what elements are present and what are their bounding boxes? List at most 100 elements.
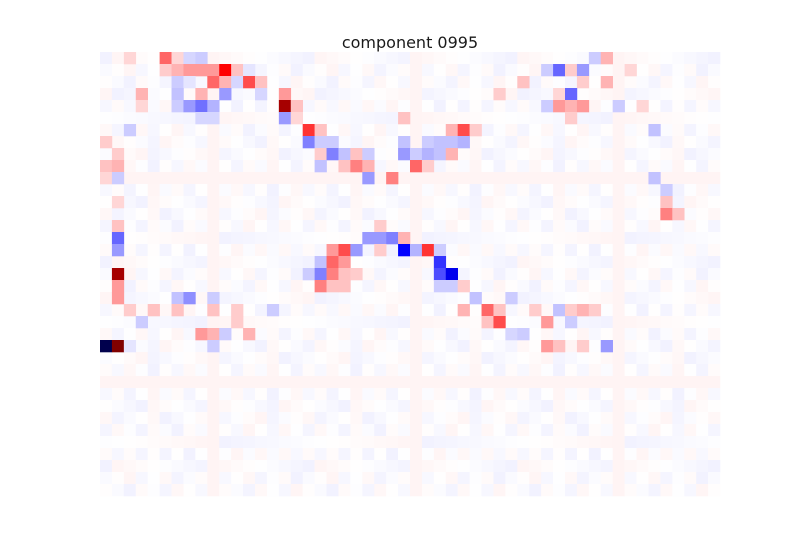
heatmap-cell	[159, 484, 172, 497]
heatmap-cell	[123, 472, 137, 485]
heatmap-cell	[517, 52, 530, 65]
heatmap-cell	[314, 304, 327, 317]
heatmap-cell	[684, 160, 697, 173]
heatmap-cell	[243, 412, 256, 425]
heatmap-cell	[421, 340, 435, 353]
heatmap-cell	[159, 88, 172, 101]
heatmap-cell	[123, 388, 137, 401]
heatmap-cell	[421, 136, 435, 149]
heatmap-cell	[302, 364, 315, 377]
heatmap-cell	[100, 160, 113, 173]
heatmap-cell	[421, 376, 435, 389]
heatmap-cell	[612, 124, 625, 137]
heatmap-cell	[457, 400, 470, 413]
heatmap-cell	[600, 424, 613, 437]
heatmap-cell	[231, 352, 244, 365]
heatmap-cell	[588, 424, 602, 437]
heatmap-cell	[588, 328, 602, 341]
heatmap-cell	[421, 244, 435, 257]
heatmap-cell	[493, 184, 506, 197]
heatmap-cell	[517, 124, 530, 137]
heatmap-cell	[660, 196, 673, 209]
heatmap-cell	[374, 160, 387, 173]
heatmap-cell	[696, 484, 709, 497]
heatmap-cell	[493, 244, 506, 257]
heatmap-cell	[362, 124, 375, 137]
heatmap-cell	[708, 64, 721, 77]
heatmap-cell	[600, 304, 613, 317]
heatmap-cell	[398, 208, 411, 221]
heatmap-cell	[421, 160, 435, 173]
heatmap-cell	[100, 244, 113, 257]
heatmap-cell	[100, 388, 113, 401]
heatmap-cell	[302, 292, 315, 305]
heatmap-cell	[243, 328, 256, 341]
heatmap-cell	[398, 292, 411, 305]
heatmap-cell	[266, 220, 280, 233]
heatmap-cell	[314, 124, 327, 137]
heatmap-cell	[123, 64, 137, 77]
heatmap-cell	[135, 424, 148, 437]
heatmap-cell	[183, 100, 196, 113]
heatmap-cell	[672, 364, 685, 377]
heatmap-cell	[576, 232, 590, 245]
heatmap-cell	[660, 160, 673, 173]
heatmap-cell	[529, 232, 542, 245]
heatmap-cell	[553, 292, 566, 305]
heatmap-cell	[231, 448, 244, 461]
heatmap-cell	[553, 316, 566, 329]
heatmap-cell	[469, 136, 482, 149]
heatmap-cell	[529, 436, 542, 449]
heatmap-cell	[421, 424, 435, 437]
heatmap-cell	[243, 460, 256, 473]
heatmap-cell	[338, 148, 351, 161]
heatmap-cell	[410, 88, 423, 101]
heatmap-cell	[314, 52, 327, 65]
heatmap-cell	[529, 124, 542, 137]
heatmap-cell	[207, 112, 220, 125]
heatmap-cell	[123, 184, 137, 197]
heatmap-cell	[588, 148, 602, 161]
heatmap-cell	[255, 244, 268, 257]
heatmap-cell	[147, 232, 160, 245]
heatmap-cell	[326, 88, 339, 101]
heatmap-cell	[660, 208, 673, 221]
heatmap-cell	[326, 412, 339, 425]
heatmap-cell	[350, 88, 363, 101]
heatmap-cell	[147, 88, 160, 101]
heatmap-cell	[600, 364, 613, 377]
heatmap-cell	[123, 316, 137, 329]
heatmap-cell	[660, 304, 673, 317]
heatmap-cell	[278, 244, 292, 257]
heatmap-cell	[445, 484, 458, 497]
heatmap-cell	[386, 76, 399, 89]
heatmap-cell	[278, 268, 292, 281]
heatmap-cell	[231, 376, 244, 389]
heatmap-cell	[696, 268, 709, 281]
heatmap-cell	[123, 172, 137, 185]
heatmap-cell	[672, 328, 685, 341]
heatmap-cell	[171, 280, 184, 293]
heatmap-cell	[445, 328, 458, 341]
heatmap-cell	[374, 172, 387, 185]
heatmap-cell	[660, 424, 673, 437]
heatmap-cell	[433, 100, 447, 113]
heatmap-cell	[195, 148, 208, 161]
heatmap-cell	[266, 256, 280, 269]
heatmap-cell	[541, 160, 554, 173]
heatmap-cell	[624, 160, 637, 173]
heatmap-cell	[100, 340, 113, 353]
heatmap-cell	[266, 280, 280, 293]
heatmap-cell	[207, 256, 220, 269]
heatmap-cell	[505, 340, 518, 353]
heatmap-cell	[111, 340, 125, 353]
heatmap-cell	[266, 388, 280, 401]
heatmap-cell	[612, 340, 625, 353]
heatmap-cell	[588, 52, 602, 65]
heatmap-cell	[565, 76, 578, 89]
heatmap-cell	[457, 196, 470, 209]
heatmap-cell	[696, 292, 709, 305]
heatmap-cell	[362, 412, 375, 425]
heatmap-cell	[195, 340, 208, 353]
heatmap-cell	[612, 304, 625, 317]
